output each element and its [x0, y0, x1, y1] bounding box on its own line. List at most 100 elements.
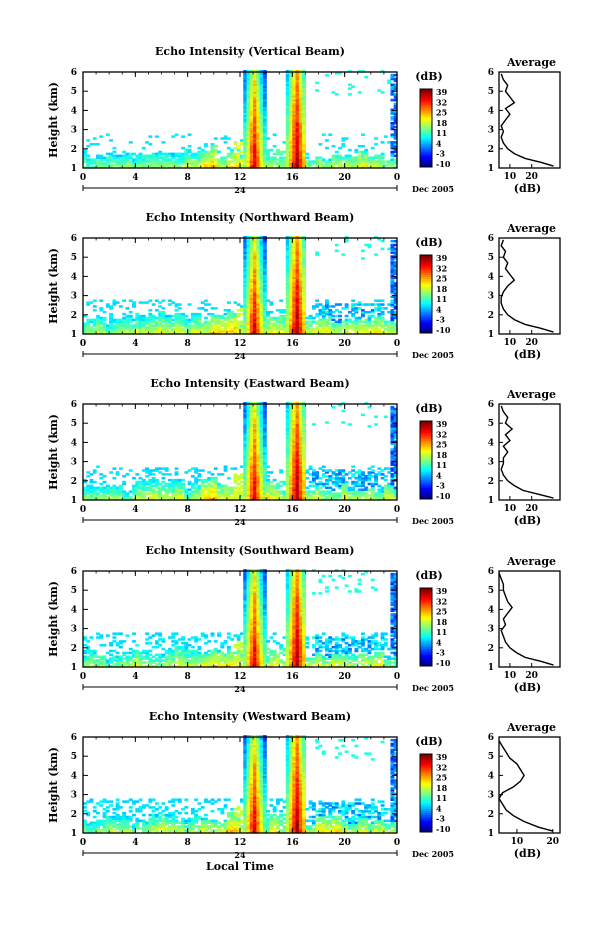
heatmap-cell: [226, 318, 231, 322]
heatmap-cell: [357, 490, 362, 493]
heatmap-cell: [328, 316, 333, 320]
heatmap-cell: [390, 421, 395, 424]
heatmap-cell: [243, 121, 248, 125]
heatmap-cell: [279, 332, 284, 335]
heatmap-cell: [292, 303, 297, 306]
heatmap-cell: [377, 332, 382, 335]
heatmap-cell: [295, 241, 300, 245]
heatmap-cell: [308, 465, 313, 468]
heatmap-cell: [243, 156, 248, 159]
heatmap-cell: [289, 453, 293, 457]
heatmap-cell: [285, 110, 290, 113]
heatmap-cell: [230, 312, 235, 316]
heatmap-cell: [253, 81, 257, 85]
heatmap-cell: [256, 409, 261, 413]
heatmap-cell: [282, 498, 287, 501]
heatmap-cell: [289, 162, 293, 165]
heatmap-cell: [197, 166, 202, 169]
heatmap-cell: [275, 486, 280, 490]
heatmap-cell: [393, 135, 398, 138]
heatmap-cell: [197, 478, 202, 482]
heatmap-cell: [125, 156, 130, 159]
heatmap-cell: [292, 106, 297, 110]
heatmap-cell: [269, 322, 274, 325]
heatmap-cell: [125, 158, 130, 161]
heatmap-cell: [259, 330, 264, 333]
heatmap-cell: [289, 81, 293, 85]
x-tick-label: 20: [338, 173, 351, 183]
heatmap-cell: [393, 328, 398, 331]
heatmap-cell: [292, 287, 297, 291]
heatmap-cell: [213, 467, 218, 470]
heatmap-cell: [354, 307, 359, 310]
heatmap-cell: [308, 494, 313, 497]
heatmap-cell: [347, 164, 352, 167]
heatmap-cell: [341, 156, 346, 159]
heatmap-cell: [243, 85, 248, 88]
x-tick-label: 12: [234, 339, 247, 349]
heatmap-cell: [112, 326, 117, 329]
heatmap-cell: [99, 307, 104, 310]
heatmap-cell: [204, 322, 208, 325]
heatmap-cell: [390, 417, 395, 420]
heatmap-cell: [200, 160, 205, 163]
heatmap-cell: [154, 480, 159, 484]
heatmap-cell: [148, 162, 153, 165]
heatmap-cell: [390, 453, 395, 457]
heatmap-cell: [321, 469, 326, 472]
heatmap-cell: [243, 442, 248, 445]
heatmap-cell: [109, 164, 114, 167]
heatmap-cell: [289, 129, 293, 133]
heatmap-cell: [393, 459, 398, 463]
heatmap-cell: [181, 314, 185, 318]
heatmap-cell: [361, 160, 365, 163]
heatmap-cell: [262, 133, 267, 136]
heatmap-cell: [132, 303, 136, 306]
heatmap-cell: [125, 324, 130, 327]
heatmap-cell: [383, 307, 388, 310]
heatmap-cell: [262, 332, 267, 335]
heatmap-cell: [334, 482, 339, 486]
heatmap-cell: [240, 143, 244, 146]
heatmap-cell: [298, 486, 303, 490]
heatmap-cell: [158, 166, 163, 169]
heatmap-cell: [174, 332, 179, 335]
heatmap-cell: [387, 494, 392, 497]
heatmap-cell: [249, 255, 254, 258]
heatmap-cell: [390, 305, 395, 308]
heatmap-cell: [266, 148, 271, 152]
heatmap-cell: [174, 471, 179, 474]
heatmap-cell: [256, 77, 261, 81]
heatmap-cell: [308, 330, 313, 333]
heatmap-cell: [292, 320, 297, 324]
heatmap-cell: [220, 492, 225, 495]
heatmap-cell: [298, 81, 303, 85]
heatmap-cell: [243, 261, 248, 264]
heatmap-cell: [374, 166, 378, 169]
heatmap-cell: [151, 494, 156, 497]
heatmap-cell: [338, 303, 342, 306]
heatmap-cell: [387, 488, 392, 491]
heatmap-cell: [223, 490, 228, 493]
heatmap-cell: [246, 440, 251, 443]
heatmap-cell: [295, 448, 300, 451]
heatmap-cell: [354, 320, 359, 324]
heatmap-cell: [256, 482, 261, 486]
heatmap-cell: [86, 166, 91, 169]
heatmap-cell: [92, 162, 97, 165]
heatmap-cell: [292, 259, 297, 262]
heatmap-cell: [285, 83, 290, 87]
heatmap-cell: [302, 98, 307, 102]
heatmap-cell: [298, 286, 303, 289]
heatmap-cell: [334, 476, 339, 480]
heatmap-cell: [311, 476, 316, 480]
heatmap-cell: [269, 162, 274, 165]
heatmap-cell: [302, 253, 307, 256]
heatmap-cell: [262, 257, 267, 260]
heatmap-cell: [347, 490, 352, 493]
heatmap-cell: [83, 156, 87, 159]
heatmap-cell: [236, 492, 241, 495]
heatmap-cell: [302, 243, 307, 247]
heatmap-cell: [253, 253, 257, 256]
heatmap-cell: [253, 459, 257, 463]
